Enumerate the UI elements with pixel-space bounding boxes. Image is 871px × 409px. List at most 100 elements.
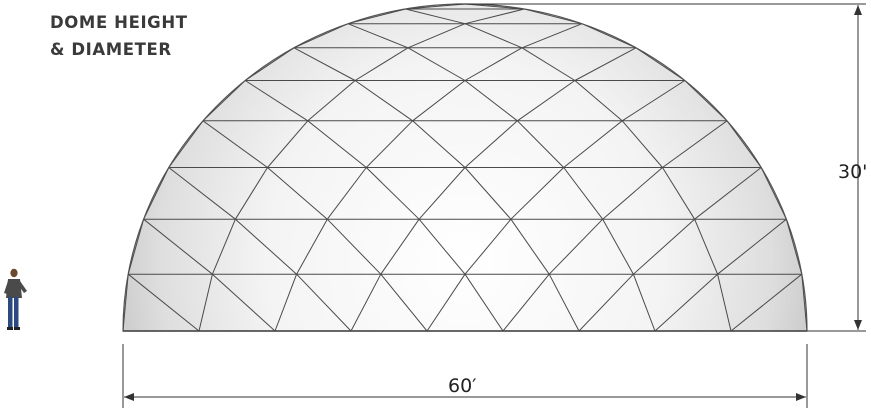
diameter-label: 60′ (448, 375, 477, 397)
dome-strut (654, 273, 718, 331)
dome-strut (407, 47, 466, 81)
dome-strut (168, 120, 204, 168)
dome-strut (633, 218, 695, 275)
dome-strut (464, 120, 518, 168)
dome-strut (418, 167, 466, 220)
dome-strut (293, 23, 349, 49)
dome-strut (517, 80, 576, 122)
dome-strut (244, 80, 309, 122)
dome-strut (563, 167, 604, 220)
dome-strut (296, 273, 352, 331)
dome-strut (464, 218, 512, 275)
dome-strut (548, 273, 580, 331)
dome-strut (326, 218, 382, 275)
title-line-2: & DIAMETER (50, 40, 172, 59)
dome-strut (602, 167, 663, 220)
dome-strut (123, 274, 129, 331)
dome-strut (510, 218, 550, 275)
dome-strut (521, 23, 583, 49)
dome-strut (548, 218, 604, 275)
dome-strut (632, 274, 656, 331)
dome-strut (464, 8, 525, 25)
dome-strut (726, 120, 762, 168)
dome-strut (574, 47, 637, 81)
dome-strut (347, 23, 409, 49)
dome-strut (365, 120, 413, 168)
dome-strut (212, 273, 276, 331)
dome-strut (524, 8, 583, 25)
dome-strut (464, 167, 512, 220)
dome-strut (202, 80, 246, 122)
dome-strut (244, 47, 295, 81)
dome-strut (464, 80, 518, 122)
dome-strut (801, 274, 807, 331)
dome-strut (211, 219, 236, 275)
dome-strut (662, 167, 696, 220)
dome-strut (785, 219, 803, 275)
dome-strut (198, 274, 213, 331)
dome-strut (347, 8, 406, 25)
dome-strut (464, 23, 523, 49)
dome-strut (168, 167, 236, 220)
dome-strut (635, 47, 686, 81)
dome-strut (602, 218, 634, 275)
dome-strut (621, 120, 663, 168)
dome-strut (267, 120, 309, 168)
dome-strut (354, 80, 413, 122)
dome-strut (581, 23, 637, 49)
dome-strut (760, 167, 787, 220)
dome-strut (143, 167, 170, 220)
dome-strut (694, 219, 719, 275)
dome-strut (563, 120, 623, 168)
dome-strut (405, 4, 466, 10)
dome-strut (464, 273, 504, 331)
dome-strut (717, 274, 732, 331)
dome-strut (307, 120, 367, 168)
dome-strut (274, 274, 298, 331)
dome-strut (326, 167, 367, 220)
dome-strut (418, 218, 466, 275)
dome-strut (350, 273, 382, 331)
title-line-1: DOME HEIGHT (50, 13, 188, 32)
dome-strut (502, 273, 550, 331)
dome-strut (235, 218, 297, 275)
dome-strut (407, 23, 466, 49)
dome-strut (621, 80, 686, 122)
dome-strut (464, 4, 525, 10)
dome-strut (293, 47, 356, 81)
dome-strut (426, 273, 466, 331)
dome-strut (662, 120, 728, 168)
height-dimension: 30' (455, 3, 867, 332)
dome-strut (405, 8, 466, 25)
dome-strut (354, 47, 409, 81)
dome-strut (578, 273, 634, 331)
dome-strut (412, 120, 466, 168)
dome-strut (684, 80, 728, 122)
human-figure-icon (4, 268, 27, 330)
dome-strut (412, 80, 466, 122)
dome-struts (123, 4, 807, 331)
dome-strut (694, 167, 762, 220)
dome-strut (296, 218, 328, 275)
dome-strut (127, 219, 145, 275)
dome-strut (521, 47, 576, 81)
dome-strut (730, 273, 803, 331)
dome-strut (380, 273, 428, 331)
dome-strut (127, 273, 200, 331)
dome-strut (380, 218, 420, 275)
dome-strut (143, 218, 213, 275)
dome-strut (717, 218, 787, 275)
dome-strut (464, 47, 523, 81)
height-label: 30' (838, 161, 867, 183)
dome-strut (510, 167, 565, 220)
dome-strut (365, 167, 420, 220)
dome-strut (267, 167, 328, 220)
diagram-title: DOME HEIGHT & DIAMETER (50, 9, 188, 63)
dome-strut (202, 120, 268, 168)
dome-strut (307, 80, 356, 122)
dome-strut (517, 120, 565, 168)
geodesic-dome (122, 3, 808, 332)
dome-strut (234, 167, 268, 220)
diameter-dimension: 60′ (122, 344, 808, 408)
